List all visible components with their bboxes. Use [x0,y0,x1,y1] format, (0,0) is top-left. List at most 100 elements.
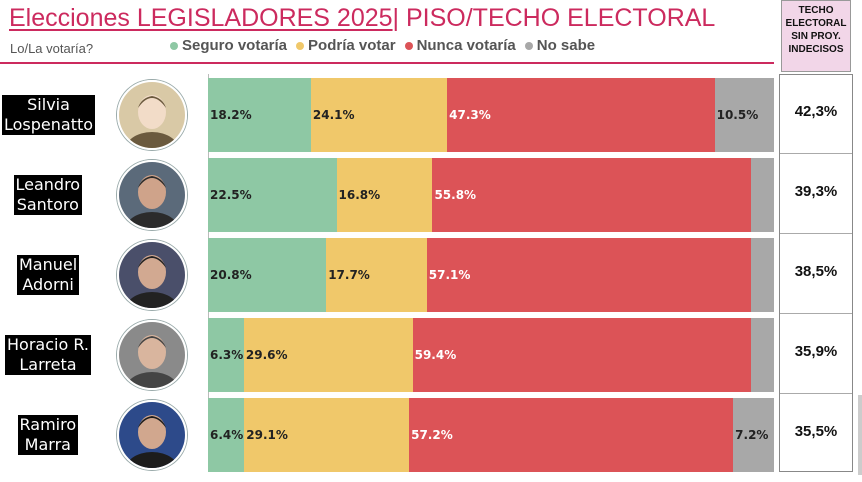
bar-segment-seguro: 20.8% [208,238,327,312]
bar-segment-podria: 16.8% [336,158,433,232]
legend-swatch-podria [296,41,305,50]
bar-segment-nunca: 57.2% [409,398,734,472]
candidate-photo [117,320,187,390]
chart-title: Elecciones LEGISLADORES 2025| PISO/TECHO… [9,4,715,33]
legend-swatch-seguro [170,41,178,50]
bar-segment-seguro: 6.3% [208,318,244,392]
portrait-icon [119,242,185,308]
portrait-icon [119,322,185,388]
data-label: 24.1% [312,108,355,122]
data-label: 59.4% [414,348,457,362]
techo-value: 35,5% [794,423,838,440]
techo-value: 38,5% [794,263,838,280]
legend-item-nunca: Nunca votaría [404,37,516,54]
techo-header-line: INDECISOS [788,44,844,55]
techo-row-divider [780,153,852,154]
techo-value: 35,9% [794,343,838,360]
stacked-bar: 22.5% 16.8% 55.8% [208,158,774,232]
chart-subtitle: Lo/La votaría? [10,41,94,56]
legend-item-podria: Podría votar [296,37,396,54]
candidate-photo [117,80,187,150]
legend-item-nosabe: No sabe [524,37,596,54]
candidate-name-line: Larreta [19,355,77,374]
bar-segment-nosabe [751,318,774,392]
data-label: 10.5% [716,108,759,122]
data-label: 17.7% [328,268,370,282]
candidate-name-line: Leandro [15,175,81,194]
data-label: 29.6% [245,348,288,362]
bar-segment-podria: 29.1% [244,398,410,472]
legend: Seguro votaría Podría votar Nunca votaría N… [170,37,595,54]
stacked-bar: 18.2% 24.1% 47.3% 10.5% [208,78,774,152]
bar-segment-nosabe [751,238,774,312]
data-label: 6.3% [210,348,244,362]
candidate-name-line: Marra [24,435,71,454]
candidate-name: Silvia Lospenatto [2,95,96,135]
techo-value: 39,3% [794,183,838,200]
title-separator: | [392,4,400,32]
bar-segment-nosabe: 10.5% [714,78,774,152]
techo-column: 42,3% 39,3% 38,5% 35,9% 35,5% [779,74,853,472]
legend-label-podria: Podría votar [308,37,396,54]
bar-segment-seguro: 18.2% [208,78,311,152]
stacked-bar: 20.8% 17.7% 57.1% [208,238,774,312]
candidate-photo [117,240,187,310]
data-label: 47.3% [449,108,491,122]
candidate-name-line: Adorni [22,275,74,294]
data-label: 55.8% [434,188,477,202]
bar-segment-nosabe: 7.2% [733,398,774,472]
stacked-bar: 6.3% 29.6% 59.4% [208,318,774,392]
scroll-edge [858,395,862,475]
bar-segment-nosabe [751,158,774,232]
candidate-name-line: Silvia [27,95,70,114]
bar-segment-podria: 29.6% [243,318,413,392]
techo-header-line: ELECTORAL [785,18,847,29]
candidate-name: Horacio R. Larreta [5,335,91,375]
header-underline [0,62,774,64]
title-secondary: PISO/TECHO ELECTORAL [399,4,716,32]
candidate-name-line: Ramiro [19,415,77,434]
data-label: 57.2% [411,428,453,442]
candidate-name: Ramiro Marra [17,415,79,455]
techo-header: TECHO ELECTORAL SIN PROY. INDECISOS [781,0,851,72]
portrait-icon [119,162,185,228]
candidate-name-line: Horacio R. [7,335,89,354]
portrait-icon [119,82,185,148]
data-label: 22.5% [210,188,252,202]
bar-segment-seguro: 22.5% [208,158,337,232]
techo-row-divider [780,393,852,394]
legend-swatch-nunca [404,41,413,50]
techo-row-divider [780,313,852,314]
data-label: 20.8% [210,268,252,282]
candidate-name: Manuel Adorni [17,255,80,295]
candidate-name: Leandro Santoro [13,175,83,215]
data-label: 18.2% [210,108,252,122]
techo-value: 42,3% [794,103,838,120]
techo-header-line: TECHO [798,5,834,16]
techo-header-line: SIN PROY. [791,31,841,42]
data-label: 6.4% [210,428,244,442]
bar-segment-podria: 24.1% [310,78,448,152]
legend-swatch-nosabe [524,41,533,50]
candidate-photo [117,400,187,470]
legend-item-seguro: Seguro votaría [170,37,287,54]
candidate-photo [117,160,187,230]
bar-segment-nunca: 55.8% [432,158,752,232]
portrait-icon [119,402,185,468]
title-main: Elecciones LEGISLADORES 2025 [9,4,393,32]
bar-segment-nunca: 59.4% [412,318,752,392]
candidate-name-line: Manuel [19,255,78,274]
candidate-name-line: Lospenatto [4,115,94,134]
data-label: 16.8% [338,188,381,202]
bar-segment-nunca: 57.1% [426,238,752,312]
data-label: 29.1% [246,428,288,442]
candidate-name-line: Santoro [16,195,79,214]
bar-segment-podria: 17.7% [326,238,427,312]
legend-label-nosabe: No sabe [536,37,596,54]
bar-segment-seguro: 6.4% [208,398,245,472]
bar-segment-nunca: 47.3% [447,78,715,152]
data-label: 57.1% [428,268,471,282]
data-label: 7.2% [735,428,769,442]
legend-label-seguro: Seguro votaría [182,37,288,54]
stacked-bar: 6.4% 29.1% 57.2% 7.2% [208,398,774,472]
